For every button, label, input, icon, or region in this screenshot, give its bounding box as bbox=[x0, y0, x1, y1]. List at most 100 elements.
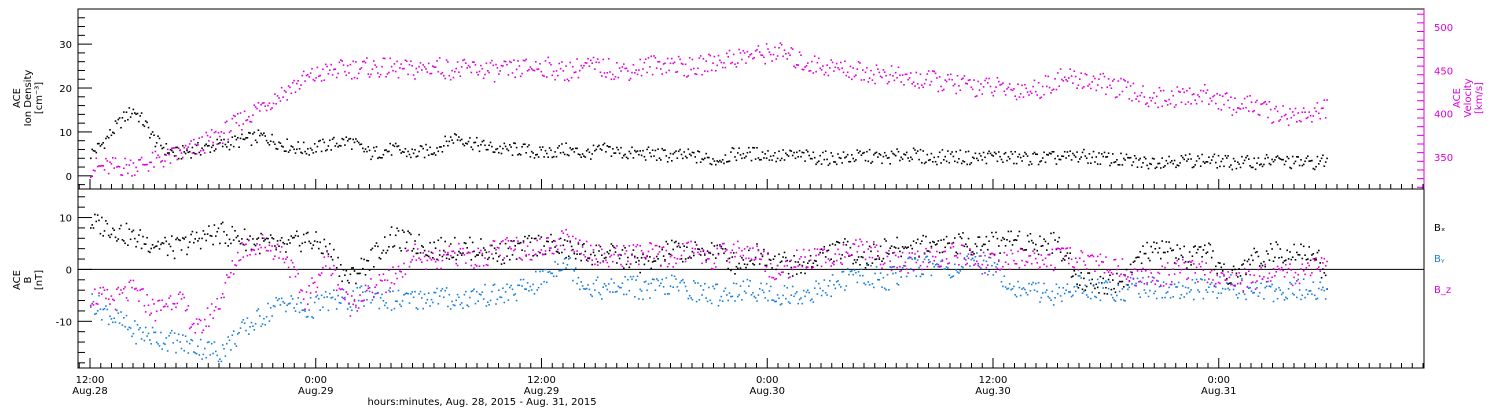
by-point bbox=[492, 284, 495, 286]
density-point bbox=[668, 156, 670, 159]
by-point bbox=[1260, 282, 1262, 285]
velocity-point bbox=[672, 62, 674, 65]
density-point bbox=[1124, 159, 1126, 161]
by-point bbox=[352, 290, 354, 292]
velocity-point bbox=[1164, 99, 1166, 102]
density-point bbox=[1160, 167, 1162, 169]
by-point bbox=[1245, 298, 1247, 301]
velocity-point bbox=[793, 65, 795, 68]
by-point bbox=[517, 284, 519, 287]
velocity-point bbox=[863, 79, 865, 81]
velocity-point bbox=[172, 147, 174, 149]
bz-point bbox=[1149, 268, 1151, 271]
by-point bbox=[397, 289, 400, 292]
velocity-point bbox=[1123, 78, 1125, 81]
bx-point bbox=[198, 237, 201, 240]
bz-point bbox=[340, 288, 342, 291]
bx-point bbox=[265, 237, 268, 240]
density-point bbox=[329, 139, 331, 142]
density-point bbox=[129, 116, 132, 118]
by-point bbox=[544, 268, 547, 271]
bz-point bbox=[1055, 247, 1058, 250]
density-point bbox=[1202, 160, 1205, 163]
density-point bbox=[794, 157, 797, 160]
bx-point bbox=[117, 238, 120, 240]
density-point bbox=[646, 148, 648, 151]
bz-point bbox=[791, 268, 794, 271]
bz-point bbox=[566, 233, 569, 236]
density-point bbox=[434, 154, 437, 156]
bz-point bbox=[1235, 274, 1238, 277]
velocity-point bbox=[477, 74, 479, 76]
velocity-point bbox=[930, 80, 933, 83]
bx-point bbox=[992, 235, 995, 238]
density-point bbox=[359, 143, 361, 146]
bx-point bbox=[142, 235, 144, 238]
bz-point bbox=[1184, 268, 1187, 270]
by-point bbox=[297, 297, 299, 299]
by-point bbox=[791, 285, 794, 288]
velocity-point bbox=[1263, 101, 1265, 104]
velocity-point bbox=[155, 157, 158, 159]
bx-point bbox=[787, 272, 790, 275]
bz-point bbox=[852, 243, 854, 245]
by-point bbox=[1326, 288, 1328, 290]
velocity-point bbox=[675, 71, 677, 73]
velocity-point bbox=[539, 63, 541, 65]
by-point bbox=[1197, 289, 1199, 291]
bz-point bbox=[275, 246, 277, 249]
density-point bbox=[418, 150, 420, 153]
density-point bbox=[771, 159, 773, 161]
bx-point bbox=[754, 256, 757, 259]
bx-point bbox=[1142, 245, 1144, 247]
by-point bbox=[673, 275, 676, 278]
bx-point bbox=[981, 245, 984, 247]
by-point bbox=[168, 335, 170, 337]
bz-point bbox=[113, 299, 115, 302]
bx-point bbox=[360, 257, 363, 260]
by-point bbox=[452, 304, 455, 306]
by-point bbox=[911, 258, 913, 260]
velocity-point bbox=[603, 72, 606, 74]
by-point bbox=[1124, 300, 1126, 302]
density-point bbox=[252, 133, 254, 135]
bx-point bbox=[613, 246, 615, 249]
by-point bbox=[135, 342, 137, 345]
bx-point bbox=[465, 242, 467, 245]
velocity-point bbox=[768, 51, 771, 53]
bz-point bbox=[595, 258, 598, 260]
by-point bbox=[833, 284, 835, 286]
bx-point bbox=[470, 259, 473, 261]
bz-point bbox=[695, 243, 698, 246]
by-point bbox=[333, 289, 335, 291]
density-point bbox=[90, 157, 92, 160]
bx-point bbox=[563, 239, 566, 241]
by-point bbox=[698, 299, 701, 301]
bz-point bbox=[261, 233, 264, 236]
bx-point bbox=[1223, 263, 1225, 265]
bz-point bbox=[524, 250, 526, 252]
density-point bbox=[1125, 153, 1128, 156]
velocity-point bbox=[1041, 85, 1044, 88]
velocity-point bbox=[411, 65, 413, 67]
bx-point bbox=[362, 267, 364, 270]
density-point bbox=[888, 156, 890, 159]
density-point bbox=[1300, 159, 1302, 161]
by-point bbox=[99, 308, 102, 310]
bz-point bbox=[1153, 277, 1155, 279]
bx-point bbox=[1140, 262, 1143, 265]
velocity-point bbox=[577, 76, 580, 79]
bx-point bbox=[348, 282, 350, 284]
bz-point bbox=[496, 246, 499, 249]
by-point bbox=[780, 303, 783, 305]
velocity-point bbox=[237, 113, 239, 115]
velocity-point bbox=[352, 60, 354, 63]
bx-point bbox=[1289, 251, 1291, 253]
density-point bbox=[271, 133, 273, 136]
velocity-point bbox=[721, 66, 724, 69]
bx-point bbox=[1209, 243, 1212, 246]
velocity-point bbox=[279, 100, 282, 102]
density-point bbox=[267, 142, 269, 144]
velocity-tick-label: 350 bbox=[1434, 153, 1453, 164]
density-point bbox=[499, 145, 501, 148]
